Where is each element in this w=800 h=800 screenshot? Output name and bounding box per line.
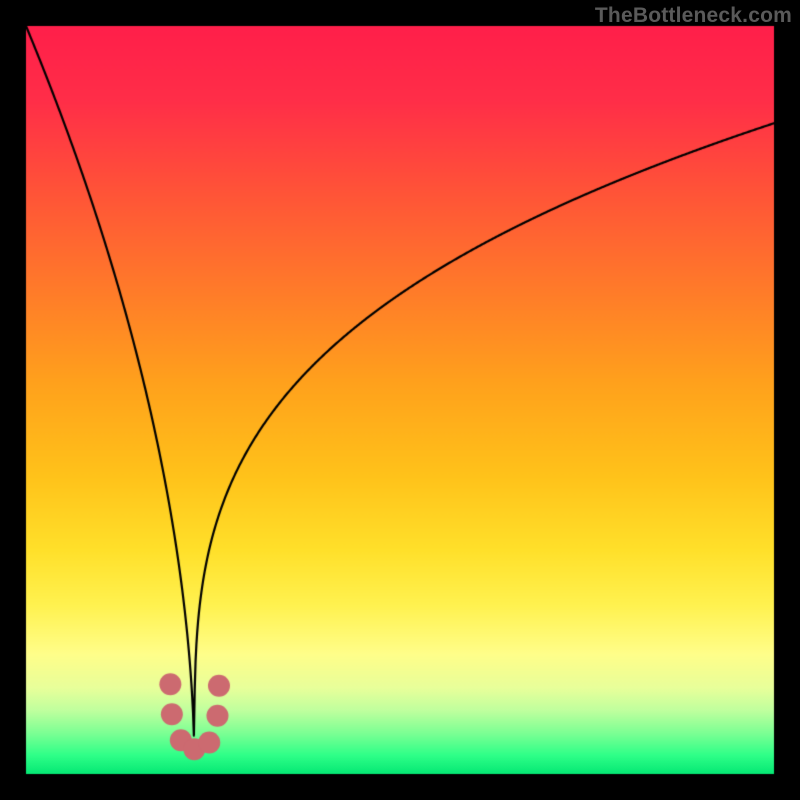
- chart-stage: TheBottleneck.com: [0, 0, 800, 800]
- bottleneck-curve-chart: [0, 0, 800, 800]
- watermark-label: TheBottleneck.com: [595, 4, 792, 28]
